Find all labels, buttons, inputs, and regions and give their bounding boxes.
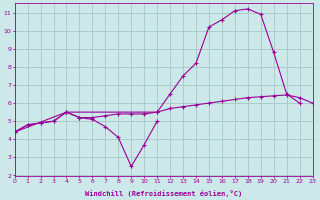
X-axis label: Windchill (Refroidissement éolien,°C): Windchill (Refroidissement éolien,°C)	[85, 190, 242, 197]
